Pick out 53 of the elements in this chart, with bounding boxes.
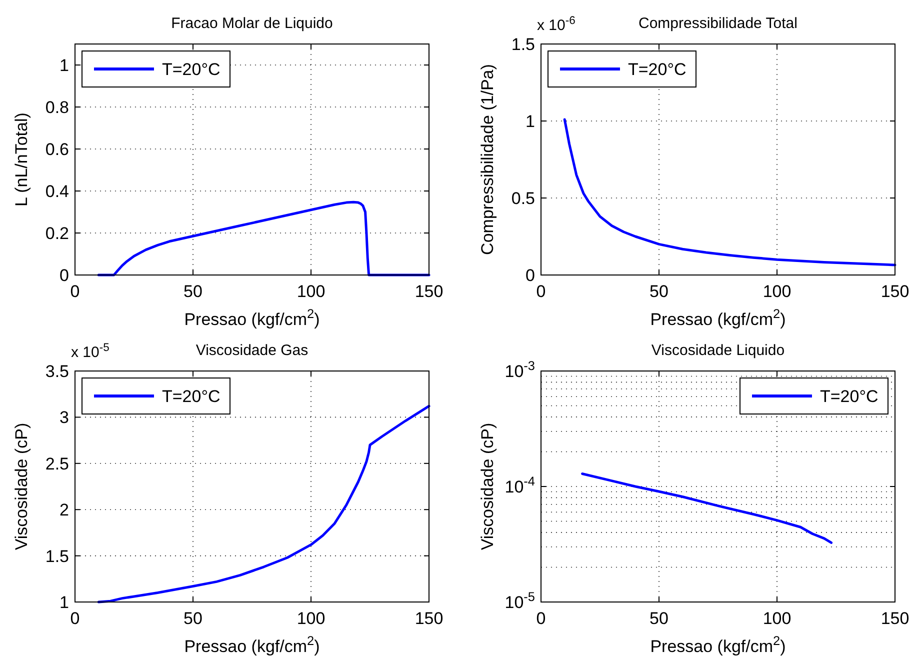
chart-title: Fracao Molar de Liquido xyxy=(171,15,333,32)
x-tick-label: 150 xyxy=(880,282,910,301)
y-tick-label: 0 xyxy=(526,266,535,285)
x-tick-label: 50 xyxy=(184,609,202,628)
y-tick-label: 1 xyxy=(60,593,69,612)
y-tick-label: 0.6 xyxy=(45,140,69,159)
x-tick-label: 150 xyxy=(414,282,444,301)
chart-title: Viscosidade Gas xyxy=(196,342,308,359)
y-tick-label: 0.2 xyxy=(45,224,69,243)
y-tick-label: 3.5 xyxy=(45,362,69,381)
y-tick-label: 0 xyxy=(60,266,69,285)
x-axis-title: Pressao (kgf/cm$^{2}$) xyxy=(184,306,320,329)
y-tick-label: 2 xyxy=(60,500,69,520)
x-axis-title: Pressao (kgf/cm$^{2}$) xyxy=(650,632,786,656)
x-axis-title: Pressao (kgf/cm$^{2}$) xyxy=(184,632,320,656)
line-series xyxy=(97,200,430,276)
y-tick-label: 0.5 xyxy=(511,189,535,208)
x-tick-label: 50 xyxy=(650,282,668,301)
x-tick-label: 50 xyxy=(184,282,202,301)
y-axis-title: Viscosidade (cP) xyxy=(12,422,31,550)
x-axis-title: Pressao (kgf/cm$^{2}$) xyxy=(650,306,786,329)
y-tick-label: 1 xyxy=(526,112,535,131)
y-tick-label: 10$^{-4}$ xyxy=(504,473,535,496)
x-tick-label: 100 xyxy=(762,609,792,628)
y-tick-label: 10$^{-5}$ xyxy=(504,588,535,612)
x-tick-label: 100 xyxy=(296,282,326,301)
x-tick-label: 100 xyxy=(296,609,326,628)
y-tick-label: 0.8 xyxy=(45,98,69,117)
x-tick-label: 100 xyxy=(762,282,792,301)
legend-label: T=20°C xyxy=(162,60,220,79)
legend-label: T=20°C xyxy=(628,60,686,79)
y-tick-label: 1 xyxy=(60,56,69,75)
legend-label: T=20°C xyxy=(162,387,220,406)
y-tick-label: 10$^{-3}$ xyxy=(504,358,535,381)
text: x 10$^{-6}$ xyxy=(537,15,576,34)
line-series xyxy=(563,118,896,266)
y-axis-title: Compressibilidade (1/Pa) xyxy=(478,64,497,255)
y-tick-label: 1.5 xyxy=(45,546,69,566)
line-series xyxy=(581,472,833,544)
line-series xyxy=(97,404,430,604)
y-tick-label: 3 xyxy=(60,408,69,428)
y-tick-label: 1.5 xyxy=(511,35,535,54)
chart-title: Compressibilidade Total xyxy=(638,15,798,32)
y-tick-label: 0.4 xyxy=(45,182,69,201)
chart-title: Viscosidade Liquido xyxy=(651,342,785,359)
y-axis-title: Viscosidade (cP) xyxy=(478,422,497,550)
x-tick-label: 150 xyxy=(880,609,910,628)
x-tick-label: 150 xyxy=(414,609,444,628)
y-tick-label: 2.5 xyxy=(45,454,69,474)
legend-label: T=20°C xyxy=(820,387,878,406)
text: x 10$^{-5}$ xyxy=(71,342,110,361)
y-axis-title: L (nL/nTotal) xyxy=(12,112,31,206)
x-tick-label: 50 xyxy=(650,609,668,628)
